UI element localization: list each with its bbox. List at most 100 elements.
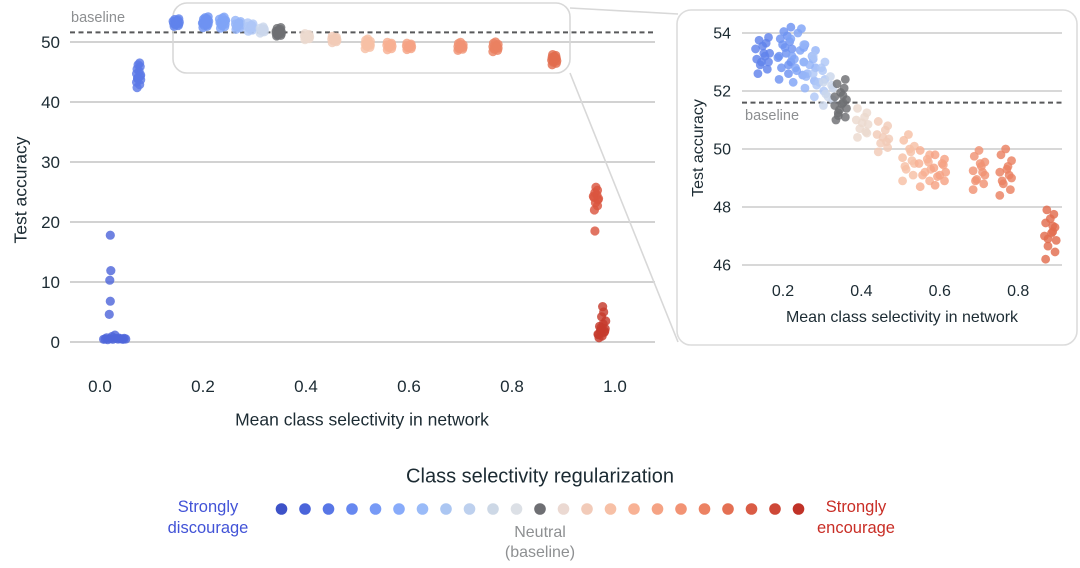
inset-data-point-neutral-baseline: [838, 90, 848, 100]
data-point-discourage-1: [259, 24, 269, 34]
inset-data-point-encourage-8: [1051, 235, 1061, 245]
main-x-tick-label: 0.2: [191, 377, 215, 396]
zoom-region-box: [172, 2, 571, 74]
inset-data-point-discourage-5: [780, 43, 790, 52]
inset-data-point-encourage-4: [915, 182, 925, 192]
legend-title: Class selectivity regularization: [406, 465, 674, 488]
inset-data-point-discourage-5: [786, 22, 796, 32]
data-point-discourage-6: [172, 17, 182, 27]
inset-data-point-discourage-3: [799, 40, 809, 49]
inset-data-point-encourage-8: [1048, 221, 1058, 231]
legend-label-strongly-discourage-line2: discourage: [167, 519, 249, 537]
inset-data-point-encourage-6: [974, 146, 984, 155]
data-point-discourage-strongest: [105, 230, 115, 240]
inset-connector-line-bottom: [569, 72, 679, 343]
inset-data-point-encourage-7: [997, 176, 1007, 186]
inset-data-point-encourage-5: [930, 150, 940, 160]
legend-dot-20: [722, 503, 734, 515]
inset-data-point-neutral-baseline: [833, 111, 843, 121]
legend-dot-2: [299, 503, 311, 515]
inset-data-point-discourage-6: [757, 57, 766, 67]
data-point-discourage-strongest: [106, 266, 116, 276]
inset-y-tick-label: 46: [713, 258, 731, 275]
main-baseline-label: baseline: [71, 10, 126, 26]
inset-data-point-discourage-5: [784, 69, 793, 78]
legend-dot-21: [745, 503, 758, 515]
inset-data-point-discourage-1: [826, 72, 835, 81]
inset-data-point-encourage-8: [1043, 234, 1053, 244]
inset-data-point-encourage-4: [920, 167, 930, 177]
legend-dot-1: [275, 503, 288, 515]
inset-data-point-discourage-4: [792, 66, 802, 76]
inset-data-point-encourage-8: [1050, 247, 1060, 257]
inset-data-point-discourage-2: [818, 66, 827, 76]
inset-data-point-encourage-8: [1042, 205, 1052, 215]
legend-label-neutral-baseline: Neutral (baseline): [505, 523, 575, 563]
legend-label-neutral-line1: Neutral: [514, 524, 566, 541]
data-point-encourage-3: [363, 37, 373, 47]
inset-data-point-neutral-baseline: [840, 112, 850, 122]
data-point-discourage-7: [135, 58, 145, 68]
legend-dot-5: [369, 503, 382, 515]
main-y-tick-label: 10: [41, 273, 60, 292]
data-point-encourage-9: [588, 191, 598, 201]
inset-data-point-discourage-3: [800, 83, 810, 93]
legend-dot-6: [393, 503, 405, 515]
inset-data-point-encourage-2: [882, 137, 891, 147]
inset-data-point-encourage-5: [930, 180, 940, 190]
inset-data-point-encourage-1: [861, 127, 871, 136]
inset-data-point-encourage-3: [908, 170, 918, 180]
inset-y-tick-label: 48: [713, 200, 731, 217]
inset-data-point-discourage-5: [779, 27, 789, 36]
legend-label-strongly-encourage-line1: Strongly: [825, 498, 887, 516]
inset-data-point-discourage-4: [797, 24, 806, 34]
inset-data-point-encourage-3: [907, 156, 917, 166]
inset-data-point-encourage-3: [904, 130, 913, 139]
data-point-encourage-8: [548, 56, 558, 66]
inset-data-point-discourage-1: [823, 92, 833, 102]
inset-y-tick-label: 52: [713, 84, 731, 101]
inset-data-point-encourage-1: [853, 133, 862, 142]
inset-x-tick-label: 0.2: [772, 283, 794, 300]
data-point-encourage-1: [303, 33, 314, 44]
data-point-neutral-baseline: [273, 30, 283, 40]
data-point-encourage-9: [591, 182, 601, 192]
inset-data-point-encourage-5: [938, 160, 948, 170]
legend-dot-14: [581, 503, 593, 515]
legend-label-neutral-line2: (baseline): [504, 544, 576, 561]
main-y-tick-label: 30: [41, 153, 60, 172]
inset-data-point-encourage-2: [873, 117, 883, 126]
legend-dot-19: [698, 503, 711, 515]
inset-data-point-encourage-4: [914, 159, 924, 168]
legend-dot-22: [769, 503, 781, 515]
inset-data-point-encourage-6: [975, 159, 985, 168]
data-point-encourage-9: [590, 226, 600, 236]
inset-data-point-discourage-5: [787, 44, 797, 54]
inset-data-point-encourage-7: [995, 167, 1005, 177]
data-point-discourage-strongest: [104, 309, 114, 319]
legend-label-strongly-encourage: Strongly encourage: [817, 497, 895, 539]
data-point-discourage-strongest: [105, 296, 115, 306]
data-point-discourage-5: [202, 20, 212, 30]
inset-data-point-discourage-4: [789, 54, 799, 64]
inset-data-point-encourage-1: [853, 104, 862, 113]
inset-y-axis-label: Test accuracy: [690, 99, 707, 197]
inset-data-point-encourage-6: [971, 176, 980, 186]
inset-data-point-discourage-6: [753, 69, 763, 78]
data-point-discourage-3: [231, 22, 242, 32]
inset-data-point-discourage-5: [774, 51, 784, 61]
inset-data-point-discourage-4: [786, 34, 796, 44]
data-point-discourage-strongest: [119, 333, 129, 343]
data-point-encourage-strongest: [596, 323, 606, 333]
inset-data-point-encourage-6: [968, 166, 978, 176]
inset-data-point-discourage-2: [808, 69, 818, 78]
inset-x-tick-label: 0.8: [1007, 283, 1029, 300]
main-y-tick-label: 50: [41, 33, 60, 52]
inset-data-point-encourage-2: [873, 147, 883, 157]
inset-data-point-encourage-7: [1002, 164, 1012, 174]
main-x-tick-label: 0.4: [294, 377, 318, 396]
main-y-tick-label: 20: [41, 213, 60, 232]
inset-data-point-discourage-5: [774, 75, 784, 84]
inset-data-point-discourage-5: [777, 63, 786, 73]
